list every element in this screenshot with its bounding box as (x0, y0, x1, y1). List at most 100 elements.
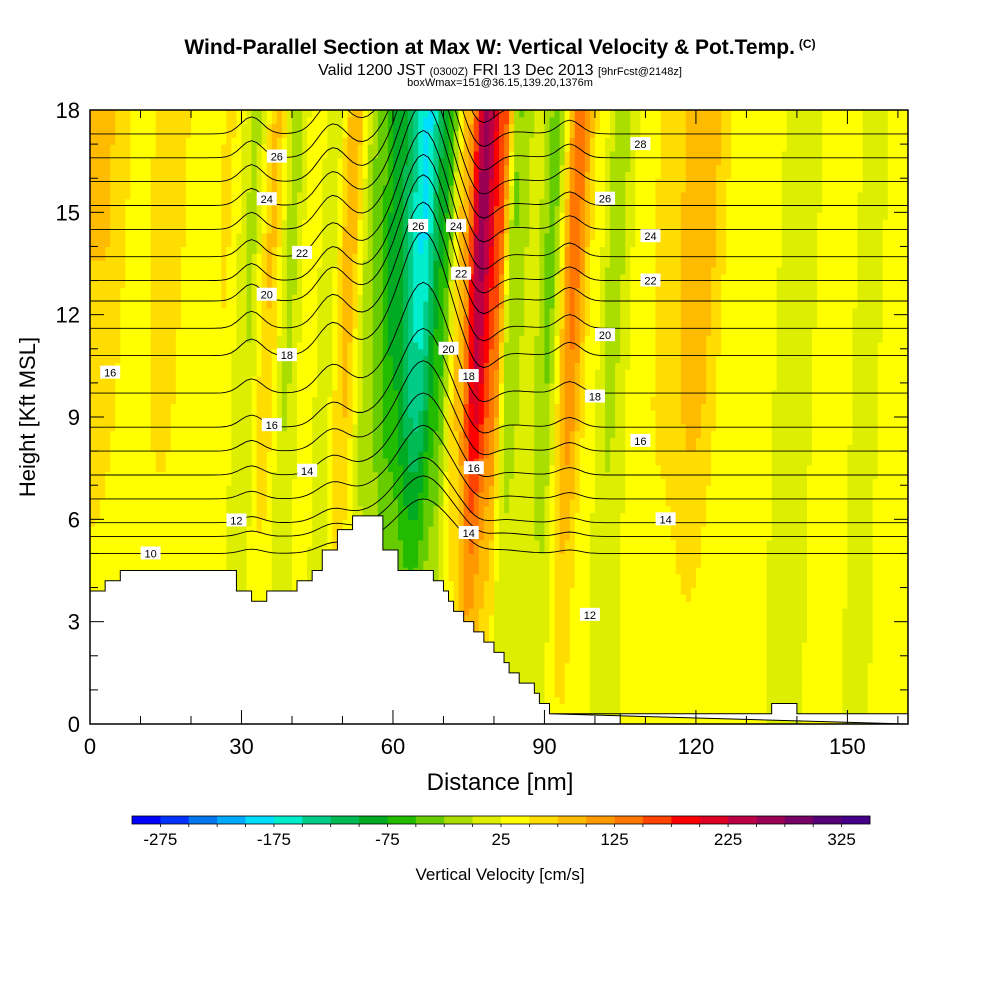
velocity-cell (428, 191, 434, 200)
isentrope-label: 16 (463, 461, 484, 475)
velocity-cell (877, 348, 908, 357)
velocity-cell (357, 362, 364, 370)
velocity-cell (579, 403, 586, 411)
velocity-cell (327, 485, 333, 493)
velocity-cell (817, 239, 859, 248)
velocity-cell (291, 485, 313, 493)
velocity-cell (569, 178, 576, 186)
velocity-cell (226, 492, 253, 500)
velocity-cell (403, 539, 419, 548)
velocity-cell (574, 478, 581, 486)
colorbar-swatch (273, 816, 303, 824)
velocity-cell (453, 362, 465, 370)
velocity-cell (605, 239, 611, 248)
velocity-cell (478, 608, 495, 616)
velocity-cell (574, 123, 586, 132)
velocity-cell (847, 539, 874, 548)
velocity-cell (428, 301, 434, 309)
velocity-cell (473, 587, 485, 595)
velocity-cell (337, 376, 344, 384)
velocity-cell (534, 335, 546, 343)
velocity-cell (635, 150, 662, 159)
velocity-cell (347, 492, 354, 500)
velocity-cell (266, 266, 273, 275)
velocity-cell (387, 150, 394, 159)
velocity-cell (180, 314, 238, 323)
velocity-cell (221, 232, 232, 241)
velocity-cell (408, 389, 424, 398)
velocity-cell (382, 437, 399, 445)
velocity-cell (453, 328, 460, 336)
isentrope-label-text: 24 (450, 221, 462, 233)
velocity-cell (408, 512, 419, 520)
velocity-cell (499, 321, 505, 329)
velocity-cell (261, 212, 268, 220)
velocity-cell (468, 471, 480, 479)
velocity-cell (403, 287, 409, 295)
velocity-cell (594, 423, 606, 432)
velocity-cell (529, 212, 540, 220)
velocity-cell (589, 567, 621, 575)
velocity-cell (579, 498, 596, 507)
velocity-cell (680, 382, 707, 391)
velocity-cell (286, 178, 293, 186)
velocity-cell (842, 676, 869, 684)
velocity-cell (847, 573, 874, 582)
velocity-cell (483, 246, 490, 254)
velocity-cell (559, 212, 566, 220)
velocity-cell (317, 341, 333, 350)
velocity-cell (564, 341, 571, 350)
velocity-cell (852, 362, 879, 370)
velocity-cell (569, 171, 576, 179)
velocity-cell (382, 444, 399, 452)
velocity-cell (584, 246, 591, 254)
velocity-cell (706, 498, 773, 507)
velocity-cell (579, 287, 586, 295)
velocity-cell (539, 287, 546, 295)
velocity-cell (544, 662, 556, 671)
velocity-cell (559, 498, 571, 507)
velocity-cell (594, 485, 626, 493)
velocity-cell (387, 457, 399, 466)
velocity-cell (499, 560, 551, 568)
isentrope-label: 20 (256, 287, 277, 302)
velocity-cell (297, 280, 303, 288)
velocity-cell (413, 335, 424, 343)
velocity-cell (403, 362, 409, 370)
velocity-cell (605, 280, 621, 288)
velocity-cell (554, 205, 561, 213)
velocity-cell (493, 321, 500, 329)
velocity-cell (610, 219, 626, 227)
velocity-cell (276, 437, 298, 445)
velocity-cell (307, 198, 323, 207)
velocity-cell (589, 560, 621, 568)
velocity-cell (226, 526, 248, 534)
velocity-cell (357, 471, 379, 479)
velocity-cell (387, 266, 404, 275)
velocity-cell (438, 178, 450, 186)
velocity-cell (564, 662, 591, 671)
velocity-cell (251, 294, 258, 302)
velocity-cell (150, 335, 177, 343)
velocity-cell (448, 123, 455, 132)
velocity-cell (493, 116, 500, 125)
velocity-cell (544, 266, 556, 275)
velocity-cell (281, 239, 288, 248)
velocity-cell (256, 321, 263, 329)
velocity-cell (408, 157, 414, 166)
velocity-cell (660, 164, 687, 172)
velocity-cell (403, 485, 424, 493)
velocity-cell (509, 246, 525, 254)
velocity-cell (342, 376, 349, 384)
velocity-cell (812, 396, 854, 404)
velocity-cell (382, 294, 389, 302)
velocity-cell (473, 116, 480, 125)
velocity-cell (448, 362, 455, 370)
velocity-cell (493, 171, 500, 179)
velocity-cell (493, 191, 500, 200)
velocity-cell (438, 219, 445, 227)
velocity-cell (630, 287, 657, 295)
velocity-cell (115, 116, 131, 125)
velocity-cell (519, 198, 530, 207)
velocity-cell (357, 239, 364, 248)
